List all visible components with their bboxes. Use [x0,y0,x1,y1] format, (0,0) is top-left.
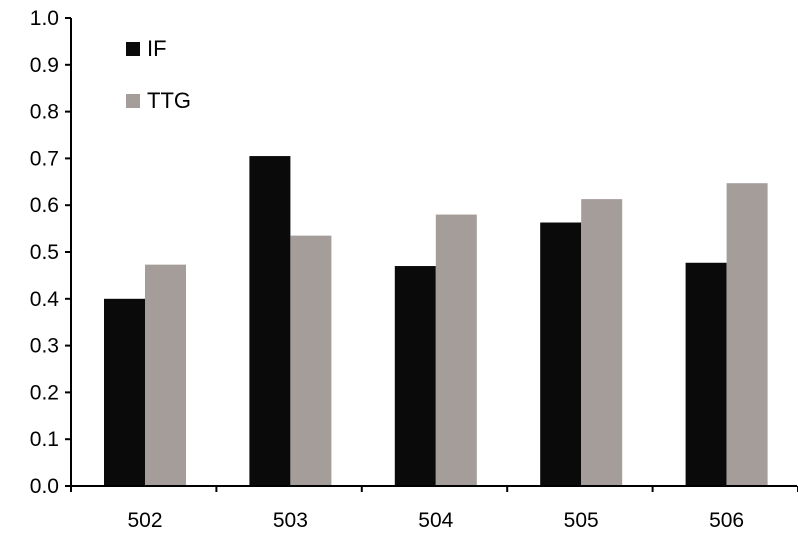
legend-swatch-ttg [126,94,140,108]
y-tick-label: 0.9 [30,54,59,77]
x-tick-label: 506 [709,509,744,532]
y-tick-label: 0.7 [30,147,59,170]
legend-swatch-if [126,42,140,56]
y-tick-label: 0.5 [30,241,59,264]
bar-ttg-506 [726,183,768,486]
bars-layer [104,156,768,486]
legend-label-if: IF [147,36,167,61]
y-tick-label: 0.2 [30,381,59,404]
bar-if-506 [685,262,727,486]
bar-ttg-503 [290,235,332,486]
x-tick-label: 502 [127,509,162,532]
bar-if-502 [104,298,145,486]
x-tick-label: 503 [273,509,308,532]
legend-label-ttg: TTG [147,88,191,113]
x-tick-label: 504 [418,509,453,532]
y-tick-label: 0.6 [30,194,59,217]
y-tick-label: 1.0 [30,7,59,30]
y-tick-label: 0.3 [30,335,59,358]
y-tick-label: 0.8 [30,101,59,124]
bar-if-504 [394,266,436,486]
y-tick-label: 0.4 [30,288,60,311]
bar-ttg-504 [435,214,477,486]
legend: IF TTG [126,36,191,113]
bar-if-505 [540,222,582,486]
y-tick-label: 0.0 [30,475,59,498]
bar-if-503 [249,156,291,486]
y-tick-label: 0.1 [30,428,59,451]
axes-layer: 0.0 0.1 0.2 0.3 0.4 0.5 0.6 0.7 0.8 0.9 1.0 502 503 5… [30,7,798,532]
x-tick-label: 505 [564,509,599,532]
bar-ttg-502 [145,264,186,486]
bar-ttg-505 [581,199,623,486]
